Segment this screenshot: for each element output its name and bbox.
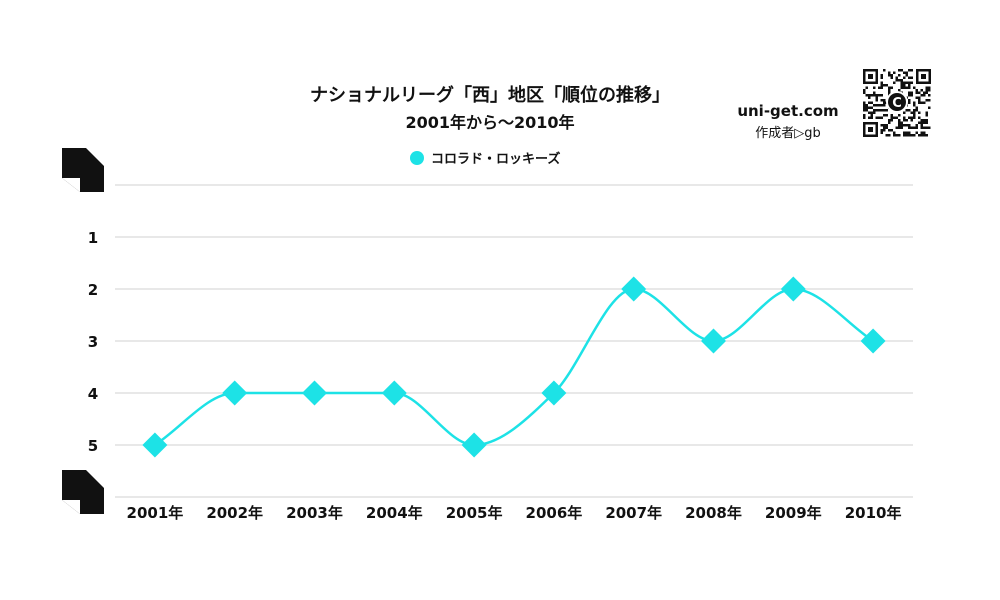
data-point-marker: [381, 380, 407, 406]
x-tick-label: 2005年: [446, 504, 503, 522]
x-tick-label: 2006年: [526, 504, 583, 522]
x-axis-labels: 2001年 2002年 2003年 2004年 2005年 2006年 2007年 2008年…: [127, 504, 902, 522]
y-tick-label: 5: [88, 437, 98, 455]
y-axis-labels: 1 2 3 4 5: [88, 229, 98, 455]
site-url: uni-get.com: [737, 102, 838, 120]
data-point-marker: [461, 432, 487, 458]
data-point-marker: [621, 276, 647, 302]
legend-marker: [410, 151, 424, 165]
qr-badge-letter: C: [892, 96, 902, 111]
data-point-marker: [222, 380, 248, 406]
qr-code-icon: C: [862, 68, 932, 138]
axis-break-top-icon: [62, 148, 104, 192]
x-tick-label: 2009年: [765, 504, 822, 522]
y-tick-label: 1: [88, 229, 98, 247]
x-tick-label: 2008年: [685, 504, 742, 522]
data-point-marker: [860, 328, 886, 354]
axis-break-bottom-icon: [62, 470, 104, 514]
series-colorado-rockies: [142, 276, 886, 458]
data-point-marker: [701, 328, 726, 354]
author-credit: 作成者▷gb: [755, 126, 821, 141]
x-tick-label: 2004年: [366, 504, 423, 522]
y-tick-label: 2: [88, 281, 98, 299]
x-tick-label: 2001年: [127, 504, 184, 522]
data-point-marker: [780, 276, 806, 302]
gridlines: [115, 184, 913, 498]
x-tick-label: 2010年: [845, 504, 902, 522]
y-tick-label: 3: [88, 333, 98, 351]
series-line: [154, 287, 874, 447]
data-point-marker: [142, 432, 168, 458]
x-tick-label: 2007年: [605, 504, 662, 522]
y-tick-label: 4: [88, 385, 98, 403]
data-point-marker: [541, 380, 567, 406]
x-tick-label: 2002年: [206, 504, 263, 522]
chart-subtitle: 2001年から～2010年: [405, 113, 574, 132]
chart-title: ナショナルリーグ「西」地区「順位の推移」: [310, 84, 670, 106]
data-point-marker: [302, 380, 327, 406]
x-tick-label: 2003年: [286, 504, 343, 522]
legend-label: コロラド・ロッキーズ: [431, 151, 560, 167]
legend: コロラド・ロッキーズ: [410, 151, 560, 167]
